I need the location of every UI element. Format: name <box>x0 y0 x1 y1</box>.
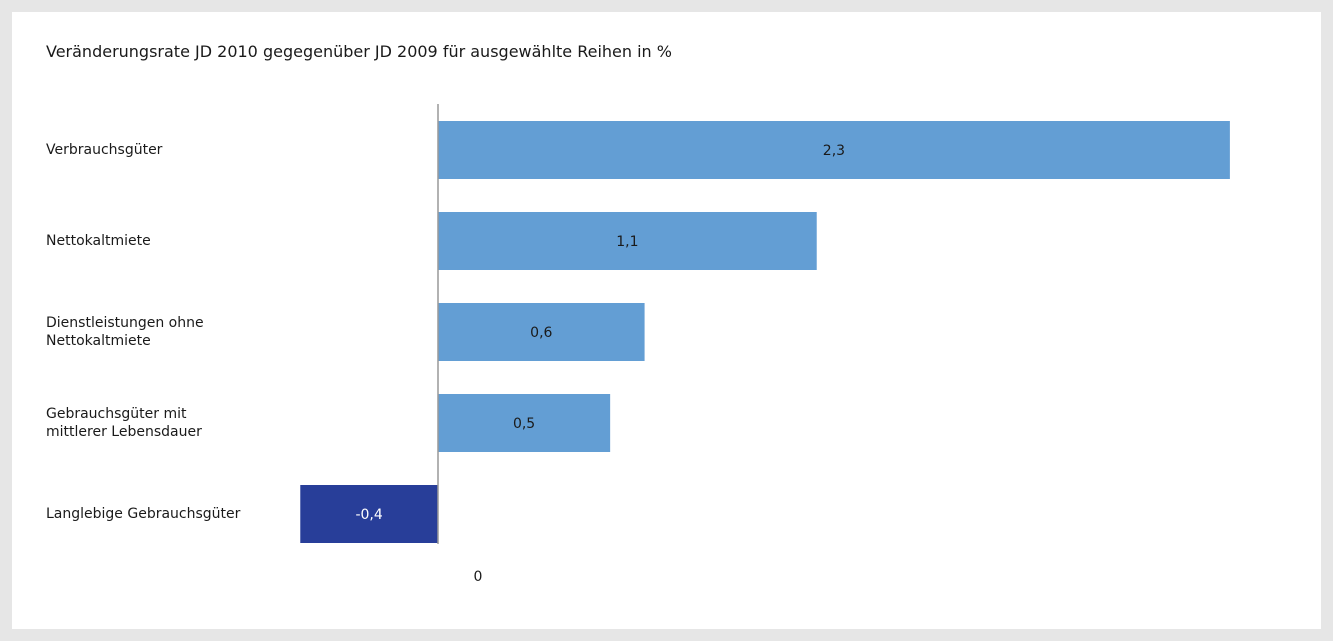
category-label: Verbrauchsgüter <box>46 142 163 158</box>
bar-value-label: -0,4 <box>355 507 382 523</box>
chart-frame: Veränderungsrate JD 2010 gegegenüber JD … <box>12 12 1321 629</box>
bar <box>438 394 611 452</box>
bar <box>300 485 438 543</box>
x-tick-label: 0 <box>474 569 483 585</box>
category-label: Langlebige Gebrauchsgüter <box>46 506 241 522</box>
category-label: Gebrauchsgüter mit mittlerer Lebensdauer <box>46 406 202 440</box>
bar-value-label: 2,3 <box>823 143 845 159</box>
bar <box>438 303 645 361</box>
category-label: Nettokaltmiete <box>46 233 151 249</box>
bar-value-label: 0,6 <box>530 325 552 341</box>
bar-value-label: 0,5 <box>513 416 535 432</box>
bar-chart-plot: 2,3 1,1 0,6 0,5 -0,4 0 <box>300 104 1230 585</box>
bar-value-label: 1,1 <box>616 234 638 250</box>
chart-title: Veränderungsrate JD 2010 gegegenüber JD … <box>46 42 672 61</box>
category-label: Dienstleistungen ohne Nettokaltmiete <box>46 315 204 349</box>
bar <box>438 121 1230 179</box>
bar <box>438 212 817 270</box>
